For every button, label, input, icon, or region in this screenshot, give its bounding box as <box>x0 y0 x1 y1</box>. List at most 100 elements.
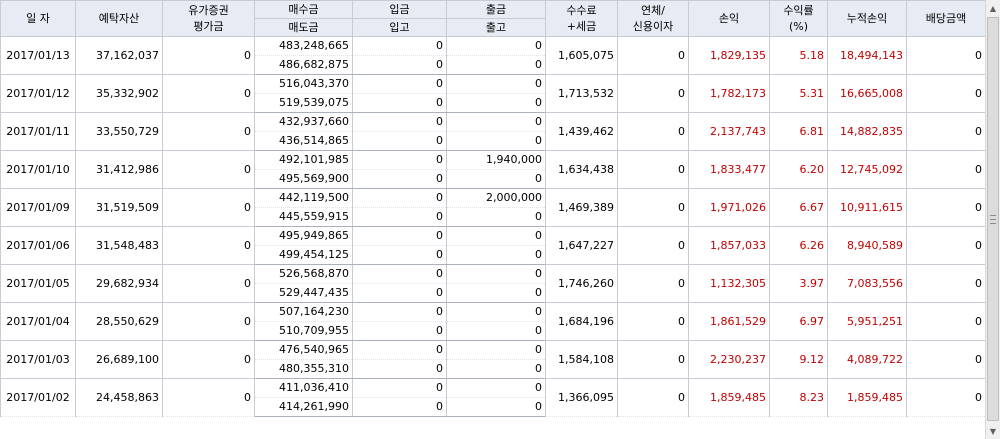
cell-buy[interactable]: 483,248,665 <box>254 36 353 56</box>
table-row-sub[interactable]: 445,559,915 0 0 <box>1 207 986 227</box>
cell-stock-out[interactable]: 0 <box>446 321 546 341</box>
cell-stock-in[interactable]: 0 <box>352 169 447 189</box>
header-stock-out[interactable]: 출고 <box>446 18 546 37</box>
cell-profit[interactable]: 1,132,305 <box>688 264 770 303</box>
table-row[interactable]: 2017/01/02 24,458,863 0 411,036,410 0 0 1,366,… <box>0 378 986 417</box>
cell-stock-out[interactable]: 0 <box>446 169 546 189</box>
cell-buy[interactable]: 432,937,660 <box>254 112 353 132</box>
table-row[interactable]: 2017/01/11 33,550,729 0 432,937,660 0 0 1,439,… <box>0 112 986 151</box>
cell-stock-out[interactable]: 0 <box>446 207 546 227</box>
cell-sell[interactable]: 495,569,900 <box>254 169 353 189</box>
cell-sell[interactable]: 445,559,915 <box>254 207 353 227</box>
cell-cum-profit[interactable]: 5,951,251 <box>827 302 907 341</box>
cell-overdue[interactable]: 0 <box>617 112 689 151</box>
cell-securities[interactable]: 0 <box>162 226 255 265</box>
cell-rate[interactable]: 9.12 <box>769 340 828 379</box>
cell-date[interactable]: 2017/01/05 <box>0 264 76 303</box>
cell-cum-profit[interactable]: 10,911,615 <box>827 188 907 227</box>
cell-fee[interactable]: 1,584,108 <box>545 340 618 379</box>
header-dividend[interactable]: 배당금액 <box>906 0 986 37</box>
cell-profit[interactable]: 1,829,135 <box>688 36 770 75</box>
vertical-scrollbar[interactable]: ▲ ▼ <box>985 0 1000 439</box>
cell-cum-profit[interactable]: 18,494,143 <box>827 36 907 75</box>
cell-stock-out[interactable]: 0 <box>446 131 546 151</box>
cell-overdue[interactable]: 0 <box>617 264 689 303</box>
cell-fee[interactable]: 1,605,075 <box>545 36 618 75</box>
cell-dividend[interactable]: 0 <box>906 302 986 341</box>
cell-deposit[interactable]: 31,412,986 <box>75 150 163 189</box>
cell-fee[interactable]: 1,469,389 <box>545 188 618 227</box>
cell-deposit-in[interactable]: 0 <box>352 112 447 132</box>
table-row[interactable]: 2017/01/06 31,548,483 0 495,949,865 0 0 1,647,… <box>0 226 986 265</box>
cell-stock-in[interactable]: 0 <box>352 131 447 151</box>
table-row-sub[interactable]: 414,261,990 0 0 <box>1 397 986 417</box>
header-rate[interactable]: 수익률 (%) <box>769 0 828 37</box>
cell-buy[interactable]: 411,036,410 <box>254 378 353 398</box>
cell-fee[interactable]: 1,746,260 <box>545 264 618 303</box>
cell-sell[interactable]: 510,709,955 <box>254 321 353 341</box>
cell-cum-profit[interactable]: 14,882,835 <box>827 112 907 151</box>
header-fee[interactable]: 수수료 +세금 <box>545 0 618 37</box>
cell-securities[interactable]: 0 <box>162 74 255 113</box>
cell-stock-in[interactable]: 0 <box>352 207 447 227</box>
cell-securities[interactable]: 0 <box>162 378 255 417</box>
cell-sell[interactable]: 529,447,435 <box>254 283 353 303</box>
cell-deposit-in[interactable]: 0 <box>352 188 447 208</box>
table-row[interactable]: 2017/01/13 37,162,037 0 483,248,665 0 0 1,605,… <box>0 36 986 75</box>
cell-profit[interactable]: 1,971,026 <box>688 188 770 227</box>
cell-rate[interactable]: 8.23 <box>769 378 828 417</box>
cell-deposit[interactable]: 31,548,483 <box>75 226 163 265</box>
header-date[interactable]: 일 자 <box>0 0 76 37</box>
cell-deposit[interactable]: 28,550,629 <box>75 302 163 341</box>
cell-overdue[interactable]: 0 <box>617 188 689 227</box>
cell-profit[interactable]: 2,230,237 <box>688 340 770 379</box>
cell-rate[interactable]: 3.97 <box>769 264 828 303</box>
scroll-thumb[interactable] <box>987 17 999 421</box>
table-row[interactable]: 2017/01/05 29,682,934 0 526,568,870 0 0 1,746,… <box>0 264 986 303</box>
cell-date[interactable]: 2017/01/12 <box>0 74 76 113</box>
table-row-sub[interactable]: 519,539,075 0 0 <box>1 93 986 113</box>
cell-buy[interactable]: 476,540,965 <box>254 340 353 360</box>
cell-fee[interactable]: 1,647,227 <box>545 226 618 265</box>
table-row-sub[interactable]: 529,447,435 0 0 <box>1 283 986 303</box>
cell-buy[interactable]: 492,101,985 <box>254 150 353 170</box>
cell-securities[interactable]: 0 <box>162 188 255 227</box>
cell-sell[interactable]: 414,261,990 <box>254 397 353 417</box>
cell-cum-profit[interactable]: 16,665,008 <box>827 74 907 113</box>
cell-buy[interactable]: 442,119,500 <box>254 188 353 208</box>
cell-stock-in[interactable]: 0 <box>352 283 447 303</box>
cell-buy[interactable]: 526,568,870 <box>254 264 353 284</box>
cell-deposit-in[interactable]: 0 <box>352 302 447 322</box>
cell-sell[interactable]: 486,682,875 <box>254 55 353 75</box>
cell-stock-out[interactable]: 0 <box>446 93 546 113</box>
cell-fee[interactable]: 1,713,532 <box>545 74 618 113</box>
cell-rate[interactable]: 6.97 <box>769 302 828 341</box>
table-row[interactable]: 2017/01/03 26,689,100 0 476,540,965 0 0 1,584,… <box>0 340 986 379</box>
cell-sell[interactable]: 480,355,310 <box>254 359 353 379</box>
cell-stock-in[interactable]: 0 <box>352 397 447 417</box>
cell-stock-out[interactable]: 0 <box>446 245 546 265</box>
cell-sell[interactable]: 436,514,865 <box>254 131 353 151</box>
cell-withdraw[interactable]: 0 <box>446 36 546 56</box>
cell-overdue[interactable]: 0 <box>617 74 689 113</box>
cell-withdraw[interactable]: 0 <box>446 226 546 246</box>
header-deposit[interactable]: 예탁자산 <box>75 0 163 37</box>
cell-stock-in[interactable]: 0 <box>352 245 447 265</box>
cell-securities[interactable]: 0 <box>162 302 255 341</box>
cell-buy[interactable]: 507,164,230 <box>254 302 353 322</box>
header-withdraw[interactable]: 출금 <box>446 0 546 19</box>
cell-withdraw[interactable]: 0 <box>446 74 546 94</box>
cell-overdue[interactable]: 0 <box>617 378 689 417</box>
cell-deposit[interactable]: 29,682,934 <box>75 264 163 303</box>
cell-withdraw[interactable]: 0 <box>446 378 546 398</box>
table-row-sub[interactable]: 499,454,125 0 0 <box>1 245 986 265</box>
table-row[interactable]: 2017/01/09 31,519,509 0 442,119,500 0 2,000,0… <box>0 188 986 227</box>
cell-withdraw[interactable]: 0 <box>446 264 546 284</box>
cell-withdraw[interactable]: 0 <box>446 302 546 322</box>
cell-overdue[interactable]: 0 <box>617 340 689 379</box>
header-cum-profit[interactable]: 누적손익 <box>827 0 907 37</box>
header-sell[interactable]: 매도금 <box>254 18 353 37</box>
table-row-sub[interactable]: 436,514,865 0 0 <box>1 131 986 151</box>
cell-fee[interactable]: 1,684,196 <box>545 302 618 341</box>
cell-date[interactable]: 2017/01/09 <box>0 188 76 227</box>
